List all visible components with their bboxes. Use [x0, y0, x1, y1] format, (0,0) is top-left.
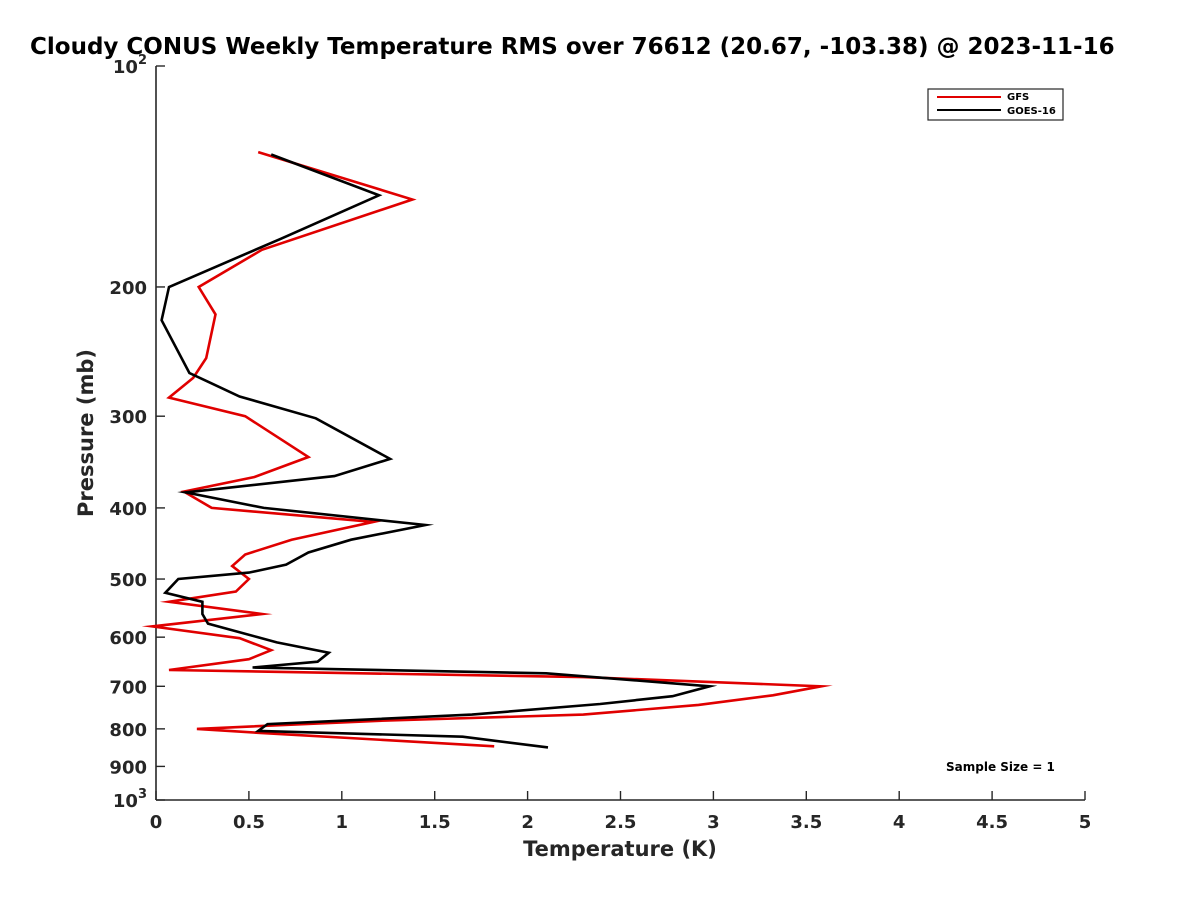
legend-label-gfs: GFS: [1007, 92, 1029, 103]
y-tick-label: 500: [109, 570, 147, 591]
x-tick-label: 2.5: [605, 812, 637, 833]
x-tick-label: 1.5: [419, 812, 451, 833]
x-axis-label: Temperature (K): [523, 837, 717, 861]
legend-box: [927, 88, 1064, 121]
x-tick-label: 2: [521, 812, 534, 833]
x-tick-label: 5: [1079, 812, 1092, 833]
x-tick-label: 0.5: [233, 812, 265, 833]
x-tick-label: 4.5: [976, 812, 1008, 833]
x-ticks: 0 0.5 1 1.5 2 2.5 3 3.5 4 4.5 5: [150, 791, 1092, 833]
y-tick-label: 700: [109, 677, 147, 698]
x-tick-label: 3.5: [790, 812, 822, 833]
y-tick-label: 200: [109, 278, 147, 299]
x-tick-label: 0: [150, 812, 163, 833]
sample-size-note: Sample Size = 1: [946, 760, 1055, 774]
y-tick-label: 102: [113, 53, 147, 78]
x-tick-label: 4: [893, 812, 906, 833]
series-line-gfs: [141, 150, 833, 748]
y-tick-base: 10: [113, 791, 138, 812]
legend-label-goes-16: GOES-16: [1007, 106, 1056, 117]
series-line-goes-16: [160, 153, 718, 749]
y-tick-label: 103: [113, 787, 147, 812]
y-axis-label: Pressure (mb): [74, 349, 98, 517]
legend: GFS GOES-16: [927, 88, 1064, 121]
y-tick-exponent: 2: [138, 53, 147, 68]
chart-title: Cloudy CONUS Weekly Temperature RMS over…: [30, 34, 1115, 60]
y-tick-label: 800: [109, 720, 147, 741]
y-tick-label: 300: [109, 407, 147, 428]
y-tick-exponent: 3: [138, 787, 147, 802]
y-tick-label: 600: [109, 628, 147, 649]
y-tick-label: 900: [109, 757, 147, 778]
x-tick-label: 1: [336, 812, 349, 833]
y-tick-label: 400: [109, 499, 147, 520]
x-tick-label: 3: [707, 812, 720, 833]
y-tick-base: 10: [113, 57, 138, 78]
series-layer: [141, 150, 833, 749]
